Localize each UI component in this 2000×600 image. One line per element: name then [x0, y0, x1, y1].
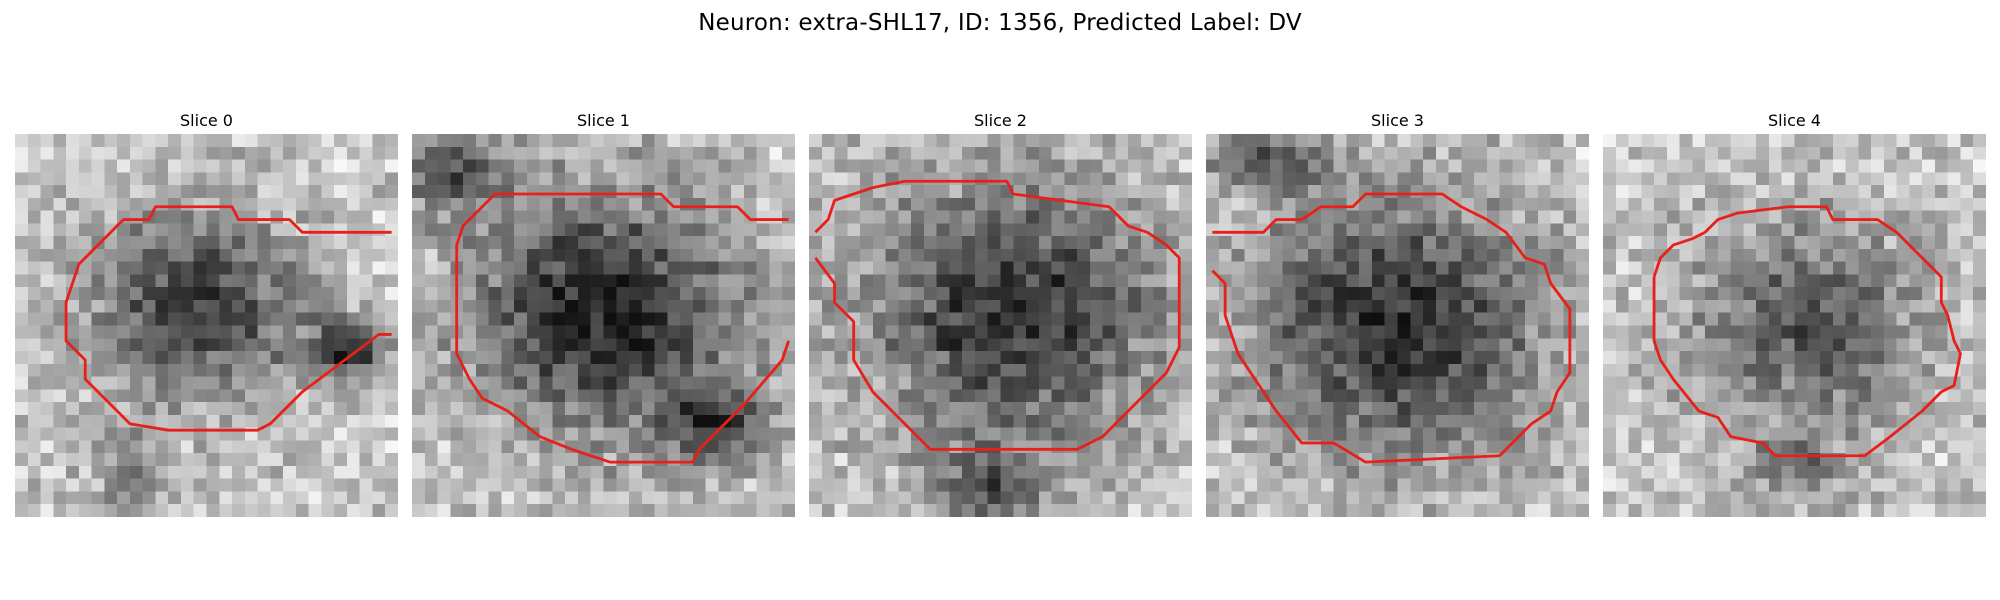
- contour-line: [1652, 205, 1962, 458]
- contour-line: [455, 192, 790, 464]
- figure-title: Neuron: extra-SHL17, ID: 1356, Predicted…: [698, 10, 1302, 36]
- microscopy-tile: [1603, 134, 1986, 517]
- microscopy-tile: [1206, 134, 1589, 517]
- slice-title: Slice 3: [1371, 111, 1424, 130]
- slice-image: [1603, 134, 1986, 517]
- slice-image: [412, 134, 795, 517]
- slice-image: [1206, 134, 1589, 517]
- segmentation-contour-overlay: [814, 179, 1181, 451]
- slice-title: Slice 2: [974, 111, 1027, 130]
- microscopy-tile: [15, 134, 398, 517]
- microscopy-tile: [412, 134, 795, 517]
- segmentation-contour-overlay: [1652, 205, 1962, 458]
- slice-title: Slice 4: [1768, 111, 1821, 130]
- segmentation-contour-overlay: [455, 192, 790, 464]
- slice-panel-0: Slice 0: [15, 110, 398, 517]
- contour-line: [64, 205, 392, 432]
- slice-title: Slice 1: [577, 111, 630, 130]
- slice-panel-2: Slice 2: [809, 110, 1192, 517]
- slice-image: [809, 134, 1192, 517]
- slice-panel-3: Slice 3: [1206, 110, 1589, 517]
- contour-line: [1211, 192, 1572, 464]
- slice-image: [15, 134, 398, 517]
- slice-panel-4: Slice 4: [1603, 110, 1986, 517]
- segmentation-contour-overlay: [64, 205, 392, 432]
- contour-line: [814, 179, 1181, 451]
- slice-panel-1: Slice 1: [412, 110, 795, 517]
- slice-title: Slice 0: [180, 111, 233, 130]
- microscopy-tile: [809, 134, 1192, 517]
- segmentation-contour-overlay: [1211, 192, 1572, 464]
